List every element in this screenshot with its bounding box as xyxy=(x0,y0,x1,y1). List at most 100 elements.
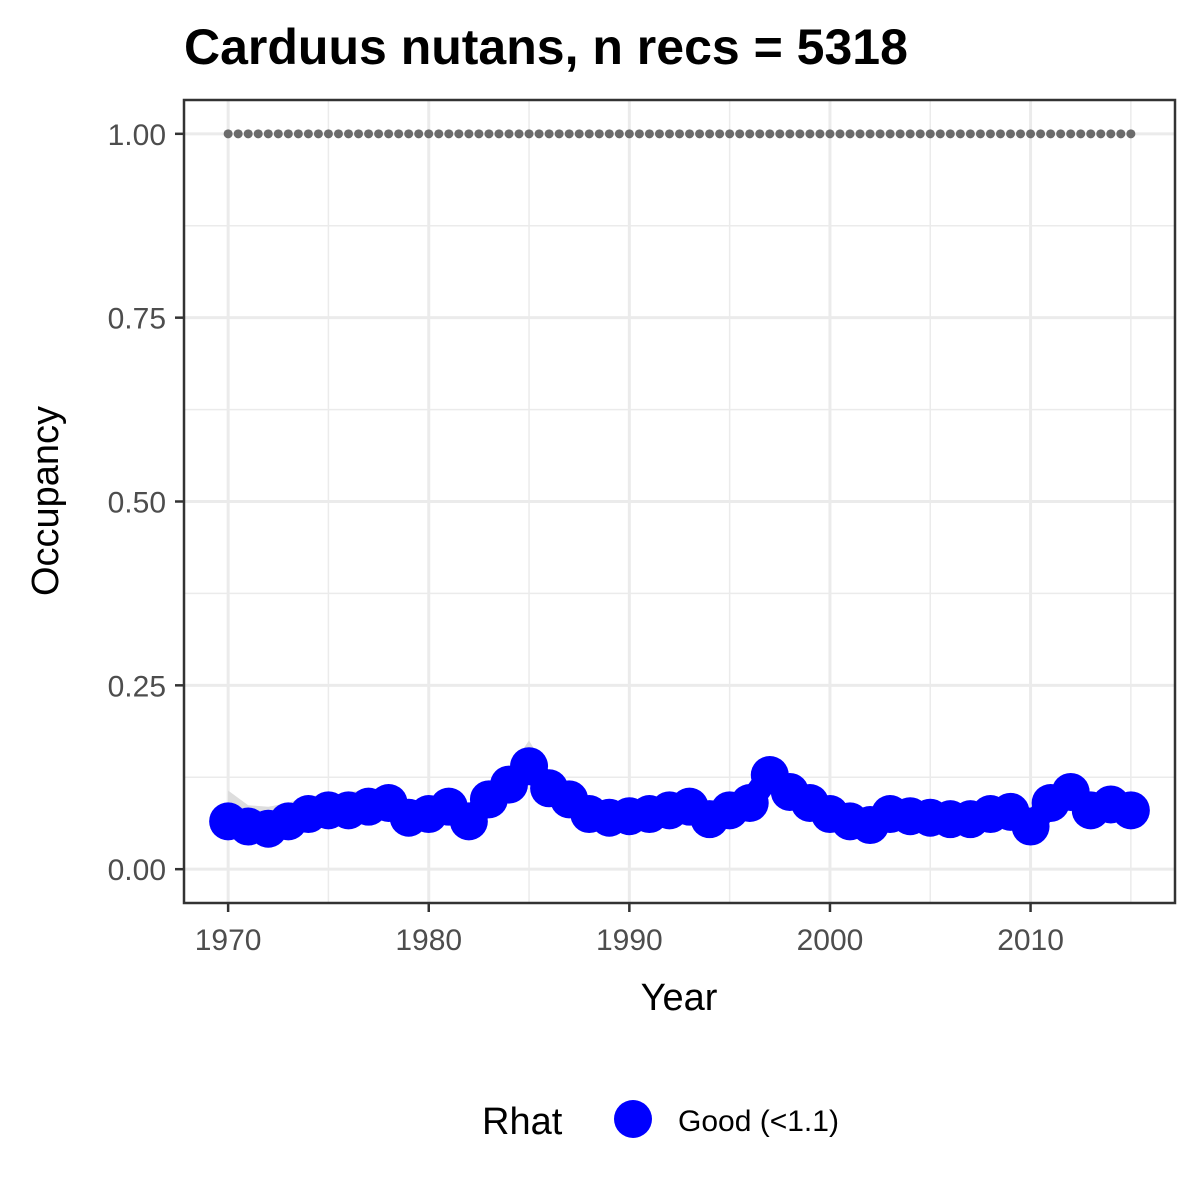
reference-point xyxy=(534,129,544,139)
x-tick-label: 2000 xyxy=(797,924,864,957)
reference-point xyxy=(835,129,845,139)
reference-point xyxy=(574,129,584,139)
x-axis-title: Year xyxy=(641,977,718,1019)
legend: Rhat Good (<1.1) xyxy=(482,1100,839,1143)
y-axis-title: Occupancy xyxy=(25,406,67,596)
reference-point xyxy=(484,129,494,139)
reference-point xyxy=(795,129,805,139)
reference-point xyxy=(504,129,514,139)
reference-point xyxy=(685,129,695,139)
legend-title: Rhat xyxy=(482,1101,563,1143)
reference-point xyxy=(524,129,534,139)
reference-point xyxy=(283,129,293,139)
reference-point xyxy=(865,129,875,139)
y-tick-label: 0.00 xyxy=(108,854,166,887)
y-tick-label: 0.25 xyxy=(108,670,166,703)
y-tick-label: 0.75 xyxy=(108,303,166,336)
plot-panel: 1970 1980 1990 2000 2010 0.00 0.25 0.50 0.75 1.00 xyxy=(108,98,1177,957)
reference-point xyxy=(604,129,614,139)
reference-point xyxy=(885,129,895,139)
reference-point xyxy=(303,129,313,139)
reference-point xyxy=(263,129,273,139)
reference-point xyxy=(1096,129,1106,139)
reference-point xyxy=(654,129,664,139)
reference-point xyxy=(564,129,574,139)
reference-point xyxy=(1046,129,1056,139)
reference-point xyxy=(875,129,885,139)
reference-point xyxy=(313,129,323,139)
reference-point xyxy=(995,129,1005,139)
reference-point xyxy=(775,129,785,139)
reference-point xyxy=(474,129,484,139)
reference-point xyxy=(253,129,263,139)
reference-point xyxy=(614,129,624,139)
reference-point xyxy=(444,129,454,139)
reference-point xyxy=(1116,129,1126,139)
reference-point xyxy=(333,129,343,139)
reference-point xyxy=(855,129,865,139)
legend-key-good xyxy=(614,1100,652,1138)
data-point xyxy=(1111,791,1150,830)
reference-point xyxy=(273,129,283,139)
reference-point xyxy=(233,129,243,139)
reference-point xyxy=(1056,129,1066,139)
y-tick-label: 1.00 xyxy=(108,119,166,152)
reference-point xyxy=(424,129,434,139)
reference-point xyxy=(364,129,374,139)
reference-point xyxy=(1036,129,1046,139)
reference-point xyxy=(785,129,795,139)
reference-point xyxy=(494,129,504,139)
reference-point xyxy=(1106,129,1116,139)
reference-point xyxy=(454,129,464,139)
reference-point xyxy=(1086,129,1096,139)
reference-point xyxy=(384,129,394,139)
reference-point xyxy=(394,129,404,139)
x-tick-label: 1990 xyxy=(596,924,663,957)
reference-point xyxy=(1066,129,1076,139)
reference-point xyxy=(955,129,965,139)
reference-point xyxy=(343,129,353,139)
reference-point xyxy=(594,129,604,139)
reference-point xyxy=(323,129,333,139)
chart-title: Carduus nutans, n recs = 5318 xyxy=(184,19,908,75)
reference-point xyxy=(935,129,945,139)
reference-point xyxy=(1126,129,1136,139)
reference-point xyxy=(735,129,745,139)
reference-point xyxy=(725,129,735,139)
reference-point xyxy=(705,129,715,139)
reference-point xyxy=(895,129,905,139)
reference-point xyxy=(925,129,935,139)
reference-point xyxy=(354,129,364,139)
data-point xyxy=(730,783,769,822)
reference-point xyxy=(755,129,765,139)
reference-point xyxy=(805,129,815,139)
reference-point xyxy=(1006,129,1016,139)
reference-point xyxy=(825,129,835,139)
reference-point xyxy=(745,129,755,139)
reference-point xyxy=(223,129,233,139)
reference-point xyxy=(945,129,955,139)
x-tick-label: 1980 xyxy=(395,924,462,957)
reference-point xyxy=(404,129,414,139)
x-tick-label: 2010 xyxy=(997,924,1064,957)
reference-point xyxy=(624,129,634,139)
reference-point xyxy=(695,129,705,139)
reference-point xyxy=(845,129,855,139)
reference-point xyxy=(374,129,384,139)
reference-point xyxy=(544,129,554,139)
reference-point xyxy=(464,129,474,139)
reference-point xyxy=(664,129,674,139)
x-tick-label: 1970 xyxy=(195,924,262,957)
reference-point xyxy=(715,129,725,139)
reference-point xyxy=(765,129,775,139)
reference-point xyxy=(905,129,915,139)
reference-point xyxy=(1026,129,1036,139)
reference-point xyxy=(414,129,424,139)
reference-point xyxy=(975,129,985,139)
reference-point xyxy=(644,129,654,139)
reference-point xyxy=(985,129,995,139)
reference-point xyxy=(1016,129,1026,139)
legend-label-good: Good (<1.1) xyxy=(678,1105,839,1138)
y-tick-label: 0.50 xyxy=(108,487,166,520)
